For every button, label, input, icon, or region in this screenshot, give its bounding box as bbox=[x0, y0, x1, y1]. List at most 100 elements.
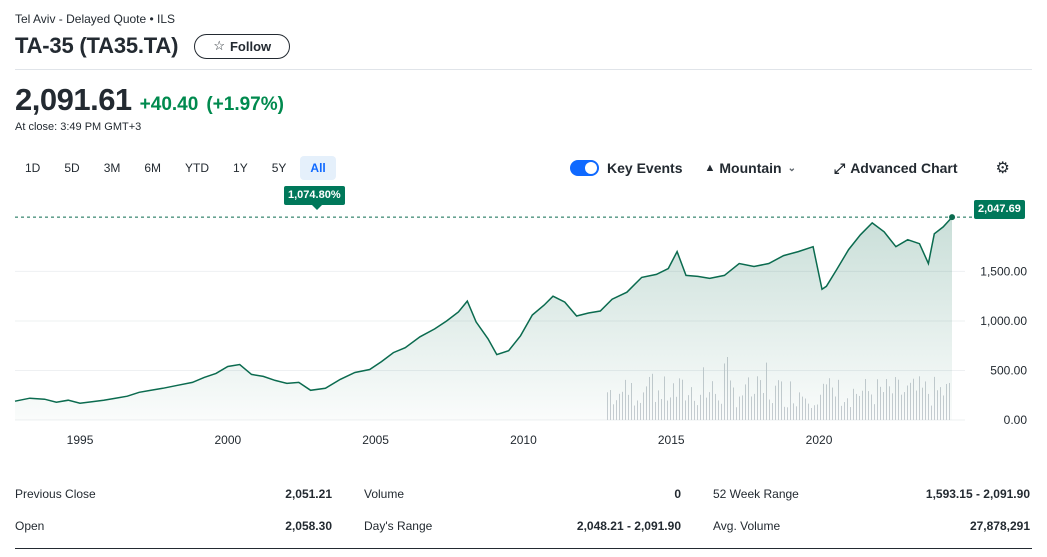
volume-bar bbox=[727, 357, 728, 420]
volume-bar bbox=[619, 393, 620, 420]
volume-bar bbox=[928, 393, 929, 420]
range-1d[interactable]: 1D bbox=[15, 156, 50, 180]
volume-bar bbox=[751, 396, 752, 420]
volume-bar bbox=[802, 396, 803, 420]
volume-bar bbox=[931, 405, 932, 420]
volume-bar bbox=[859, 395, 860, 420]
range-5d[interactable]: 5D bbox=[54, 156, 89, 180]
volume-bar bbox=[718, 400, 719, 420]
range-all[interactable]: All bbox=[300, 156, 336, 180]
range-6m[interactable]: 6M bbox=[134, 156, 171, 180]
volume-bar bbox=[829, 378, 830, 420]
volume-bar bbox=[853, 388, 854, 420]
volume-bar bbox=[901, 394, 902, 420]
volume-bar bbox=[709, 392, 710, 420]
stat-label: Open bbox=[15, 519, 45, 533]
volume-bar bbox=[652, 373, 653, 420]
follow-label: Follow bbox=[229, 38, 272, 54]
advanced-chart-button[interactable]: ⤢ Advanced Chart bbox=[834, 160, 958, 177]
stat-label: Volume bbox=[364, 487, 405, 501]
stat-avg-volume: Avg. Volume 27,878,291 bbox=[713, 519, 1030, 533]
x-tick-label: 1995 bbox=[67, 433, 94, 447]
volume-bar bbox=[637, 400, 638, 420]
toggle-knob bbox=[585, 162, 597, 174]
mountain-icon: ▲ bbox=[704, 162, 716, 174]
page-title: TA-35 (TA35.TA) bbox=[15, 33, 179, 58]
volume-bar bbox=[814, 405, 815, 420]
advanced-chart-label: Advanced Chart bbox=[850, 160, 958, 176]
volume-bar bbox=[862, 390, 863, 420]
volume-bar bbox=[703, 367, 704, 420]
stat-label: Avg. Volume bbox=[713, 519, 781, 533]
volume-bar bbox=[856, 393, 857, 420]
volume-bar bbox=[817, 404, 818, 420]
volume-bar bbox=[811, 407, 812, 420]
volume-bar bbox=[913, 378, 914, 420]
key-events-toggle[interactable] bbox=[570, 160, 599, 176]
price-line bbox=[14, 216, 953, 404]
chart-type-dropdown[interactable]: ▲ Mountain ⌄ bbox=[704, 160, 796, 176]
volume-bar bbox=[610, 390, 611, 420]
volume-bar bbox=[919, 376, 920, 420]
volume-bar bbox=[916, 390, 917, 420]
chevron-down-icon: ⌄ bbox=[787, 162, 796, 174]
follow-button[interactable]: ☆ Follow bbox=[194, 33, 291, 59]
volume-bar bbox=[631, 382, 632, 420]
range-5y[interactable]: 5Y bbox=[262, 156, 297, 180]
volume-bar bbox=[760, 380, 761, 420]
range-ytd[interactable]: YTD bbox=[175, 156, 219, 180]
range-3m[interactable]: 3M bbox=[94, 156, 131, 180]
y-tick-label: 1,000.00 bbox=[980, 314, 1027, 328]
volume-bar bbox=[790, 381, 791, 420]
volume-bar bbox=[808, 403, 809, 420]
volume-bar bbox=[733, 387, 734, 420]
stat-52-week-range: 52 Week Range 1,593.15 - 2,091.90 bbox=[713, 487, 1030, 501]
volume-bar bbox=[724, 363, 725, 420]
y-tick-label: 500.00 bbox=[990, 363, 1027, 377]
volume-bar bbox=[613, 404, 614, 420]
volume-bar bbox=[700, 394, 701, 420]
y-tick-label: 1,500.00 bbox=[980, 264, 1027, 278]
expand-icon: ⤢ bbox=[833, 159, 846, 176]
volume-bar bbox=[835, 396, 836, 420]
volume-bar bbox=[805, 398, 806, 420]
header-divider bbox=[15, 69, 1032, 70]
stat-days-range: Day's Range 2,048.21 - 2,091.90 bbox=[364, 519, 681, 533]
volume-bar bbox=[721, 403, 722, 420]
volume-bar bbox=[640, 402, 641, 420]
volume-bar bbox=[622, 391, 623, 420]
volume-bar bbox=[787, 407, 788, 420]
volume-bar bbox=[661, 399, 662, 420]
stat-label: 52 Week Range bbox=[713, 487, 799, 501]
volume-bar bbox=[883, 392, 884, 420]
volume-bar bbox=[646, 386, 647, 420]
star-icon: ☆ bbox=[213, 38, 225, 53]
chart-type-label: Mountain bbox=[719, 160, 782, 176]
chart-toolbar: Key Events ▲ Mountain ⌄ ⤢ Advanced Chart… bbox=[570, 158, 1010, 178]
stat-value: 1,593.15 - 2,091.90 bbox=[925, 487, 1030, 501]
volume-bar bbox=[682, 379, 683, 420]
gear-icon[interactable]: ⚙ bbox=[995, 160, 1010, 177]
volume-bar bbox=[667, 400, 668, 420]
volume-bar bbox=[775, 385, 776, 420]
volume-bar bbox=[745, 384, 746, 420]
stat-label: Previous Close bbox=[15, 487, 96, 501]
volume-bar bbox=[886, 378, 887, 420]
period-change-badge: 1,074.80% bbox=[284, 186, 345, 210]
volume-bar bbox=[838, 379, 839, 420]
volume-bar bbox=[823, 383, 824, 420]
volume-bar bbox=[820, 394, 821, 420]
volume-bar bbox=[877, 379, 878, 420]
range-1y[interactable]: 1Y bbox=[223, 156, 258, 180]
close-time: At close: 3:49 PM GMT+3 bbox=[15, 121, 142, 133]
stat-label: Day's Range bbox=[364, 519, 433, 533]
volume-bar bbox=[826, 384, 827, 420]
volume-bar bbox=[634, 405, 635, 420]
volume-bar bbox=[691, 387, 692, 420]
volume-bar bbox=[676, 396, 677, 420]
volume-bar bbox=[643, 392, 644, 420]
volume-bar bbox=[793, 403, 794, 420]
price-row: 2,091.61 +40.40 (+1.97%) bbox=[15, 82, 284, 118]
volume-bar bbox=[736, 407, 737, 420]
bottom-divider bbox=[15, 548, 1032, 549]
